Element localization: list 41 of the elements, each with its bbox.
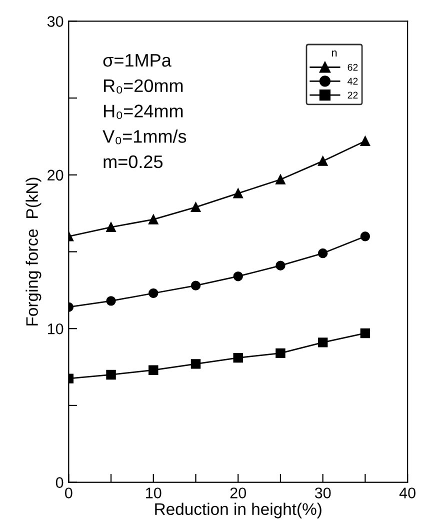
legend-title: n bbox=[332, 50, 337, 56]
legend-label: 42 bbox=[348, 78, 358, 85]
point bbox=[360, 136, 370, 146]
point bbox=[106, 222, 116, 232]
point bbox=[233, 352, 243, 363]
legend-label: 22 bbox=[348, 92, 358, 99]
y-tick-label: 10 bbox=[48, 323, 64, 334]
annotation: H₀=24mm bbox=[104, 104, 183, 119]
y-axis-title: Forging force P(kN) bbox=[26, 178, 42, 326]
annotation: σ=1MPa bbox=[103, 54, 172, 67]
x-tick-label: 10 bbox=[146, 488, 162, 498]
x-tick-label: 0 bbox=[65, 488, 72, 498]
point bbox=[360, 232, 370, 242]
point bbox=[318, 156, 328, 166]
point bbox=[148, 365, 158, 375]
point bbox=[318, 248, 328, 258]
point bbox=[106, 296, 116, 306]
point bbox=[318, 338, 328, 348]
y-tick-label: 20 bbox=[48, 170, 64, 181]
x-tick-label: 30 bbox=[314, 488, 331, 498]
point bbox=[276, 174, 286, 184]
point bbox=[190, 202, 201, 212]
point bbox=[276, 260, 286, 270]
x-tick-label: 20 bbox=[230, 488, 246, 498]
y-tick-label: 30 bbox=[47, 16, 64, 27]
annotation: V₀=1mm/s bbox=[102, 130, 186, 144]
point bbox=[276, 348, 286, 358]
point bbox=[106, 370, 116, 380]
legend-label: 62 bbox=[348, 64, 358, 71]
point bbox=[190, 359, 201, 369]
point bbox=[360, 328, 370, 338]
point bbox=[233, 271, 243, 282]
annotation: m=0.25 bbox=[104, 155, 163, 168]
point bbox=[148, 214, 158, 224]
point bbox=[148, 288, 158, 298]
x-tick-label: 40 bbox=[399, 488, 416, 498]
point bbox=[190, 280, 201, 290]
annotation: R₀=20mm bbox=[104, 79, 183, 94]
y-tick-label: 0 bbox=[56, 477, 64, 488]
point bbox=[233, 188, 243, 198]
x-axis-title: Reduction in height(%) bbox=[155, 502, 322, 518]
